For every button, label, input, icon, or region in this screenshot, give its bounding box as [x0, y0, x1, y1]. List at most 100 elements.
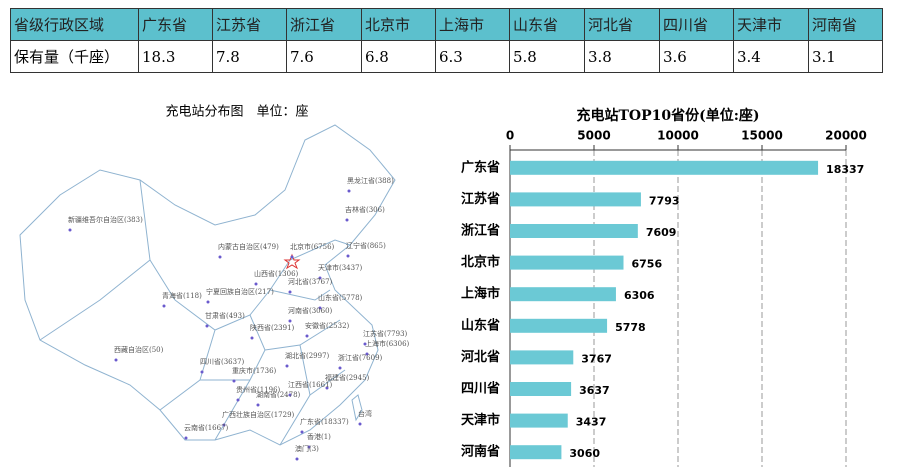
value-label: 6756 — [632, 258, 663, 271]
map-dot — [288, 393, 292, 397]
y-tick-label: 广东省 — [461, 159, 500, 175]
map-label: 江苏省(7793) — [363, 329, 408, 338]
table-cell: 5.8 — [509, 40, 585, 73]
map-dot — [288, 319, 292, 323]
map-label: 辽宁省(865) — [346, 241, 386, 250]
table-cell: 省级行政区域 — [10, 8, 139, 41]
chart-title: 充电站TOP10省份(单位:座) — [576, 107, 759, 124]
map-label: 四川省(3637) — [200, 357, 245, 366]
map-label: 香港(1) — [307, 432, 331, 441]
table-header-row: 省级行政区域 广东省 江苏省 浙江省 北京市 上海市 山东省 河北省 四川省 天津市 河南省 — [10, 8, 883, 41]
map-dot — [345, 218, 349, 222]
map-dot — [285, 364, 289, 368]
x-tick-label: 15000 — [741, 129, 783, 143]
map-label: 北京市(6756) — [290, 242, 335, 251]
table-cell: 7.8 — [212, 40, 287, 73]
bar — [510, 318, 608, 333]
value-label: 5778 — [615, 321, 646, 334]
map-dot — [300, 430, 304, 434]
table-cell: 天津市 — [733, 8, 809, 41]
map-dot — [365, 352, 369, 356]
map-dot — [205, 324, 209, 328]
map-label: 新疆维吾尔自治区(383) — [68, 215, 143, 224]
map-label: 甘肃省(493) — [205, 311, 245, 320]
map-dot — [254, 282, 258, 286]
value-label: 6306 — [624, 289, 655, 302]
map-dot — [318, 276, 322, 280]
map-label: 浙江省(7609) — [338, 353, 383, 362]
map-label: 吉林省(306) — [345, 205, 385, 214]
value-label: 3437 — [576, 416, 607, 429]
table-cell: 四川省 — [659, 8, 734, 41]
map-dot — [363, 342, 367, 346]
map-label: 黑龙江省(388) — [347, 176, 394, 185]
map-label: 青海省(118) — [162, 291, 202, 300]
table-cell: 3.4 — [733, 40, 809, 73]
map-label: 山东省(5778) — [318, 293, 363, 302]
y-tick-label: 北京市 — [461, 254, 500, 270]
capital-star — [283, 253, 301, 270]
table-cell: 河南省 — [808, 8, 883, 41]
taiwan-outline — [351, 394, 363, 422]
table-cell: 18.3 — [138, 40, 213, 73]
bar — [510, 224, 638, 238]
map-label: 广西壮族自治区(1729) — [222, 410, 295, 419]
map-dot — [222, 423, 226, 427]
map-label: 宁夏回族自治区(217) — [206, 287, 274, 296]
map-dot — [206, 300, 210, 304]
map-borders — [39, 179, 351, 446]
table-cell: 北京市 — [361, 8, 436, 41]
y-tick-label: 天津市 — [461, 412, 500, 428]
map-dot — [325, 386, 329, 390]
map-label: 贵州省(1196) — [236, 385, 281, 394]
map-dot — [347, 189, 351, 193]
map-label: 内蒙古自治区(479) — [218, 242, 279, 251]
map-dot — [288, 290, 292, 294]
table-cell: 3.8 — [584, 40, 660, 73]
x-tick-label: 0 — [506, 129, 514, 143]
map-dot — [307, 445, 311, 449]
map-dot — [346, 254, 350, 258]
map-dot — [68, 228, 72, 232]
x-tick-label: 5000 — [577, 129, 610, 143]
y-tick-label: 浙江省 — [461, 223, 500, 239]
map-dot — [305, 334, 309, 338]
summary-table: 省级行政区域 广东省 江苏省 浙江省 北京市 上海市 山东省 河北省 四川省 天津市 河南省 保有量… — [10, 8, 883, 73]
bar — [510, 413, 568, 428]
y-tick-label: 山东省 — [461, 317, 500, 333]
map-dot — [290, 255, 294, 259]
table-cell: 山东省 — [509, 8, 585, 41]
table-cell: 3.6 — [659, 40, 734, 73]
y-tick-label: 四川省 — [461, 381, 500, 397]
map — [19, 124, 396, 446]
y-tick-label: 江苏省 — [461, 191, 500, 207]
map-dot — [184, 436, 188, 440]
map-dot — [162, 304, 166, 308]
value-label: 18337 — [826, 163, 864, 176]
bar — [510, 350, 574, 365]
map-dot — [295, 457, 299, 461]
bar — [510, 445, 562, 460]
y-tick-label: 河北省 — [461, 349, 500, 365]
map-label: 湖北省(2997) — [285, 351, 330, 360]
x-tick-label: 10000 — [657, 129, 699, 143]
map-label: 西藏自治区(50) — [114, 345, 164, 354]
map-outline — [19, 124, 396, 446]
map-dot — [200, 370, 204, 374]
y-tick-label: 上海市 — [461, 286, 500, 302]
table-cell: 6.3 — [435, 40, 510, 73]
map-dot — [318, 306, 322, 310]
map-dot — [218, 255, 222, 259]
map-label: 河北省(3767) — [288, 277, 333, 286]
table-cell: 7.6 — [286, 40, 362, 73]
map-dot — [256, 403, 260, 407]
map-label: 江西省(1661) — [288, 380, 333, 389]
map-label: 台湾 — [358, 409, 372, 418]
value-label: 3767 — [581, 352, 612, 365]
table-row: 保有量（千座） 18.3 7.8 7.6 6.8 6.3 5.8 3.8 3.6 3.4 3.1 — [10, 40, 883, 73]
map-label: 广东省(18337) — [300, 417, 349, 426]
map-label: 上海市(6306) — [365, 339, 410, 348]
map-label: 澳门(3) — [295, 444, 319, 453]
